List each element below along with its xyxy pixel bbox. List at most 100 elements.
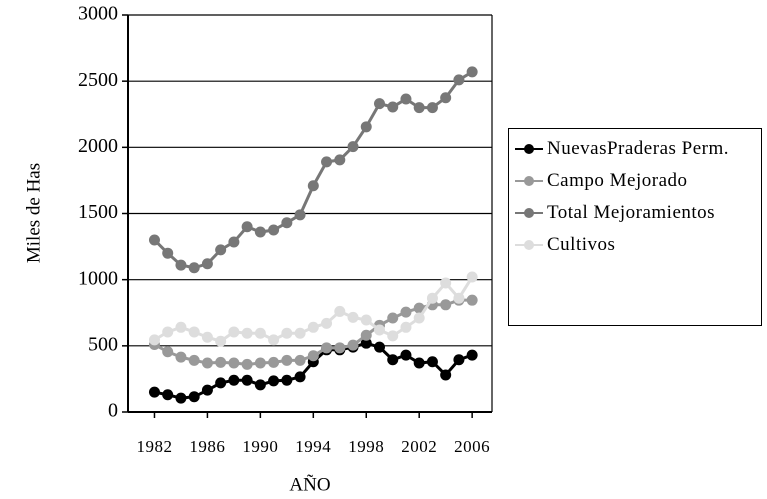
x-tick-label: 2002 [401, 437, 437, 456]
legend-swatch [515, 233, 543, 257]
series-point [347, 339, 359, 351]
series-point [268, 375, 280, 387]
series-point [440, 277, 452, 289]
legend-swatch [515, 201, 543, 225]
y-tick-label: 2000 [78, 135, 118, 157]
series-point [360, 314, 372, 326]
series-point [321, 317, 333, 329]
x-tick-label: 1990 [242, 437, 278, 456]
series-point [387, 354, 399, 366]
series-point [360, 121, 372, 133]
series-point [387, 330, 399, 342]
series-point [307, 350, 319, 362]
series-point [281, 354, 293, 366]
series-point [466, 271, 478, 283]
series-point [426, 102, 438, 114]
series-point [453, 292, 465, 304]
series-point [400, 93, 412, 105]
series-point [413, 302, 425, 314]
series-point [254, 327, 266, 339]
series-point [440, 299, 452, 311]
series-point [294, 354, 306, 366]
series-point [400, 321, 412, 333]
series-point [175, 351, 187, 363]
series-point [413, 357, 425, 369]
legend-item: Total Mejoramientos [515, 201, 757, 225]
series-point [400, 349, 412, 361]
legend-item: Campo Mejorado [515, 169, 757, 193]
series-point [201, 357, 213, 369]
series-point [466, 294, 478, 306]
series-point [307, 321, 319, 333]
series-point [228, 326, 240, 338]
series-point [440, 92, 452, 104]
y-tick-label: 0 [108, 400, 118, 422]
series-point [373, 98, 385, 110]
series-point [215, 356, 227, 368]
series-point [188, 326, 200, 338]
x-axis-label: AÑO [289, 473, 330, 495]
series-point [215, 377, 227, 389]
series-point [188, 391, 200, 403]
x-tick-label: 1998 [348, 437, 384, 456]
y-tick-label: 1000 [78, 267, 118, 289]
series-point [148, 234, 160, 246]
series-point [307, 180, 319, 192]
legend-item: NuevasPraderas Perm. [515, 137, 757, 161]
series-point [241, 327, 253, 339]
legend-label: NuevasPraderas Perm. [547, 138, 730, 159]
series-point [254, 226, 266, 238]
series-point [360, 337, 372, 349]
series-point [162, 346, 174, 358]
series-point [162, 247, 174, 259]
legend-label: Campo Mejorado [547, 170, 688, 191]
series-point [188, 354, 200, 366]
x-tick-label: 1994 [295, 437, 331, 456]
series-point [281, 327, 293, 339]
series-point [413, 312, 425, 324]
series-point [175, 321, 187, 333]
series-point [334, 305, 346, 317]
legend-label: Cultivos [547, 234, 616, 255]
series-point [215, 244, 227, 256]
y-tick-label: 500 [88, 333, 118, 355]
series-point [281, 374, 293, 386]
series-point [387, 101, 399, 113]
series-point [440, 369, 452, 381]
series-point [466, 66, 478, 78]
legend-item: Cultivos [515, 233, 757, 257]
legend-swatch [515, 169, 543, 193]
series-point [426, 356, 438, 368]
series-point [254, 357, 266, 369]
series-point [188, 262, 200, 274]
series-point [373, 324, 385, 336]
series-point [175, 259, 187, 271]
series-point [148, 334, 160, 346]
series-point [201, 258, 213, 270]
series-point [254, 379, 266, 391]
series-point [268, 356, 280, 368]
series-point [268, 334, 280, 346]
series-point [162, 326, 174, 338]
series-point [347, 311, 359, 323]
x-tick-label: 2006 [454, 437, 490, 456]
series-point [294, 327, 306, 339]
series-point [360, 329, 372, 341]
y-axis-label: Miles de Has [23, 163, 44, 263]
x-tick-label: 1986 [189, 437, 225, 456]
legend-swatch [515, 137, 543, 161]
legend-label: Total Mejoramientos [547, 202, 716, 223]
series-point [201, 384, 213, 396]
series-point [148, 386, 160, 398]
series-point [334, 342, 346, 354]
series-point [466, 349, 478, 361]
y-tick-label: 3000 [78, 3, 118, 25]
series-point [228, 357, 240, 369]
series-point [294, 209, 306, 221]
series-point [321, 342, 333, 354]
series-point [281, 217, 293, 229]
series-point [453, 74, 465, 86]
legend: NuevasPraderas Perm. Campo Mejorado Total … [508, 128, 762, 326]
series-point [453, 354, 465, 366]
